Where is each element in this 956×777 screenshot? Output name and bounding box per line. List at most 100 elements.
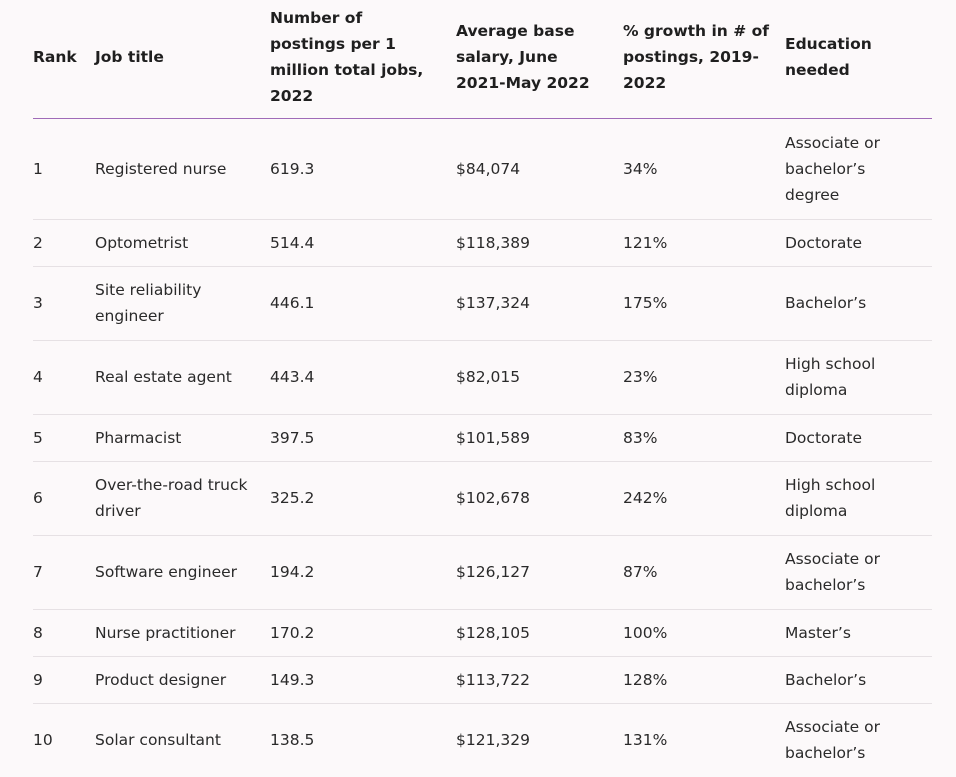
cell-rank-text: 1 [33,159,43,178]
cell-salary: $118,389 [456,219,623,267]
cell-growth-text: 83% [623,428,658,447]
cell-rank: 2 [33,219,95,267]
cell-salary: $102,678 [456,461,623,536]
cell-rank-text: 7 [33,563,43,581]
header-salary: Average base salary, June 2021-May 2022 [456,0,623,119]
cell-growth-text: 175% [623,294,668,312]
cell-title: Site reliability engineer [95,266,270,341]
cell-title: Optometrist [95,219,270,267]
cell-postings: 149.3 [270,656,456,704]
cell-rank: 7 [33,535,95,610]
cell-salary-text: $121,329 [456,731,530,750]
cell-education-text: Associate or bachelor’s [785,550,880,594]
cell-education: Doctorate [785,219,932,267]
jobs-table-container: Rank Job title Number of postings per 1 … [33,0,932,777]
cell-growth-text: 121% [623,233,668,252]
table-row: 4 Real estate agent 443.4 $82,015 23% High sc… [33,340,932,415]
cell-rank: 5 [33,414,95,462]
cell-postings: 170.2 [270,609,456,657]
cell-postings: 194.2 [270,535,456,610]
cell-education-text: Doctorate [785,428,862,447]
cell-growth: 131% [623,703,785,777]
cell-salary: $84,074 [456,118,623,220]
cell-growth-text: 131% [623,731,668,750]
cell-title-text: Solar consultant [95,731,221,750]
cell-salary: $101,589 [456,414,623,462]
cell-title-text: Real estate agent [95,368,232,386]
cell-education: Master’s [785,609,932,657]
cell-growth: 100% [623,609,785,657]
cell-education-text: High school diploma [785,476,876,520]
cell-growth-text: 23% [623,368,658,386]
table-row: 3 Site reliability engineer 446.1 $137,324 1… [33,266,932,341]
cell-rank-text: 5 [33,428,43,447]
cell-salary: $128,105 [456,609,623,657]
header-growth-label: % growth in # of postings, 2019-2022 [623,21,769,92]
cell-postings: 446.1 [270,266,456,341]
cell-rank-text: 9 [33,670,43,689]
table-row: 2 Optometrist 514.4 $118,389 121% Doctorate [33,219,932,267]
header-job-title-label: Job title [95,47,164,66]
cell-postings: 397.5 [270,414,456,462]
cell-title-text: Optometrist [95,233,189,252]
table-row: 9 Product designer 149.3 $113,722 128% Bachel… [33,656,932,704]
cell-rank: 9 [33,656,95,704]
cell-title: Real estate agent [95,340,270,415]
cell-title-text: Product designer [95,670,227,689]
cell-rank: 4 [33,340,95,415]
cell-rank-text: 4 [33,368,43,386]
cell-education-text: High school diploma [785,355,876,399]
cell-education-text: Doctorate [785,233,862,252]
cell-rank: 8 [33,609,95,657]
cell-growth-text: 34% [623,159,658,178]
header-rank-label: Rank [33,47,77,66]
cell-salary-text: $137,324 [456,294,530,312]
header-education: Education needed [785,0,932,119]
cell-postings: 619.3 [270,118,456,220]
cell-title-text: Site reliability engineer [95,281,202,325]
cell-salary-text: $101,589 [456,428,530,447]
cell-education-text: Master’s [785,623,851,642]
cell-salary: $113,722 [456,656,623,704]
cell-salary: $126,127 [456,535,623,610]
cell-growth-text: 100% [623,623,668,642]
cell-postings-text: 397.5 [270,428,315,447]
cell-growth: 23% [623,340,785,415]
cell-salary-text: $82,015 [456,368,521,386]
cell-title: Pharmacist [95,414,270,462]
cell-postings-text: 446.1 [270,294,315,312]
table-row: 10 Solar consultant 138.5 $121,329 131% Assoc… [33,703,932,777]
cell-education: Associate or bachelor’s [785,535,932,610]
cell-education: High school diploma [785,461,932,536]
cell-education: Associate or bachelor’s [785,703,932,777]
cell-postings-text: 619.3 [270,159,315,178]
cell-salary: $121,329 [456,703,623,777]
cell-growth: 87% [623,535,785,610]
cell-title-text: Pharmacist [95,428,182,447]
cell-growth: 121% [623,219,785,267]
cell-postings-text: 170.2 [270,623,315,642]
cell-salary-text: $113,722 [456,670,530,689]
table-body: 1 Registered nurse 619.3 $84,074 34% Associat… [33,118,932,777]
cell-education: Bachelor’s [785,656,932,704]
cell-growth: 83% [623,414,785,462]
cell-growth-text: 242% [623,489,668,507]
header-postings: Number of postings per 1 million total j… [270,0,456,119]
cell-title-text: Registered nurse [95,159,227,178]
cell-education: Associate or bachelor’s degree [785,118,932,220]
cell-salary-text: $118,389 [456,233,530,252]
header-salary-label: Average base salary, June 2021-May 2022 [456,21,590,92]
table-row: 8 Nurse practitioner 170.2 $128,105 100% Mast… [33,609,932,657]
cell-title-text: Nurse practitioner [95,623,236,642]
cell-postings-text: 325.2 [270,489,315,507]
cell-rank-text: 8 [33,623,43,642]
cell-salary-text: $126,127 [456,563,530,581]
cell-title: Product designer [95,656,270,704]
cell-rank-text: 6 [33,489,43,507]
header-growth: % growth in # of postings, 2019-2022 [623,0,785,119]
jobs-table: Rank Job title Number of postings per 1 … [33,0,932,777]
cell-postings-text: 149.3 [270,670,315,689]
cell-education-text: Bachelor’s [785,670,867,689]
cell-rank-text: 2 [33,233,43,252]
cell-postings: 325.2 [270,461,456,536]
